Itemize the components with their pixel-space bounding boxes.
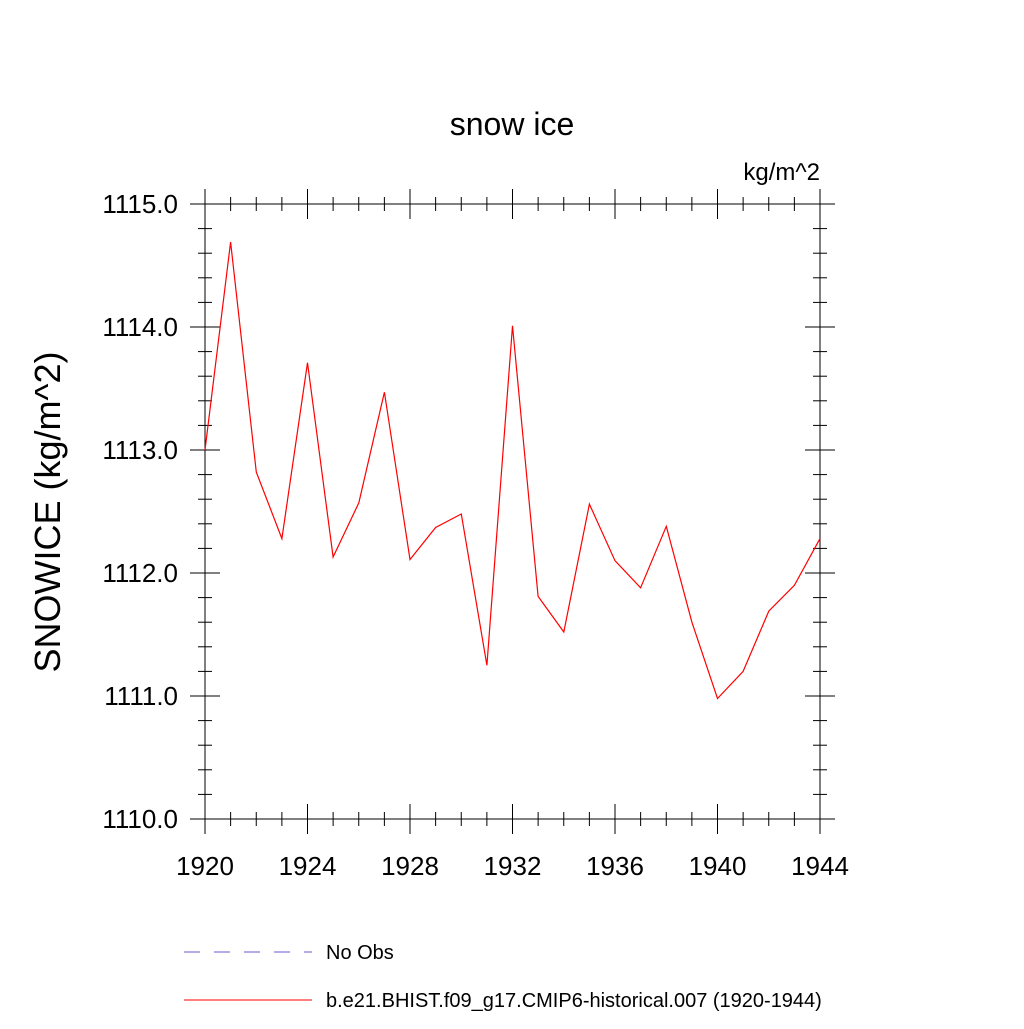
chart-title: snow ice xyxy=(450,106,575,142)
x-tick-label: 1920 xyxy=(176,851,234,881)
legend-label: No Obs xyxy=(326,942,394,964)
y-tick-label: 1115.0 xyxy=(102,189,178,219)
x-tick-label: 1940 xyxy=(689,851,747,881)
legend: No Obs b.e21.BHIST.f09_g17.CMIP6-historic… xyxy=(184,942,822,1012)
axis-tick-labels: 1920 1924 1928 1932 1936 1940 1944 1110.0 1111.0… xyxy=(102,189,849,881)
series-layer xyxy=(204,242,821,700)
x-tick-label: 1936 xyxy=(586,851,644,881)
y-tick-label: 1111.0 xyxy=(104,681,178,711)
legend-label: b.e21.BHIST.f09_g17.CMIP6-historical.007… xyxy=(326,990,822,1012)
x-tick-label: 1928 xyxy=(381,851,439,881)
plot-frame xyxy=(204,203,821,820)
y-axis-label: SNOWICE (kg/m^2) xyxy=(27,352,68,673)
units-label: kg/m^2 xyxy=(743,159,820,186)
y-tick-label: 1112.0 xyxy=(102,558,178,588)
y-tick-label: 1110.0 xyxy=(102,804,178,834)
x-tick-label: 1932 xyxy=(484,851,542,881)
x-tick-label: 1944 xyxy=(791,851,849,881)
y-tick-label: 1113.0 xyxy=(102,435,178,465)
axis-ticks xyxy=(190,189,835,834)
series-line xyxy=(204,242,821,700)
x-tick-label: 1924 xyxy=(279,851,337,881)
y-tick-label: 1114.0 xyxy=(102,312,178,342)
